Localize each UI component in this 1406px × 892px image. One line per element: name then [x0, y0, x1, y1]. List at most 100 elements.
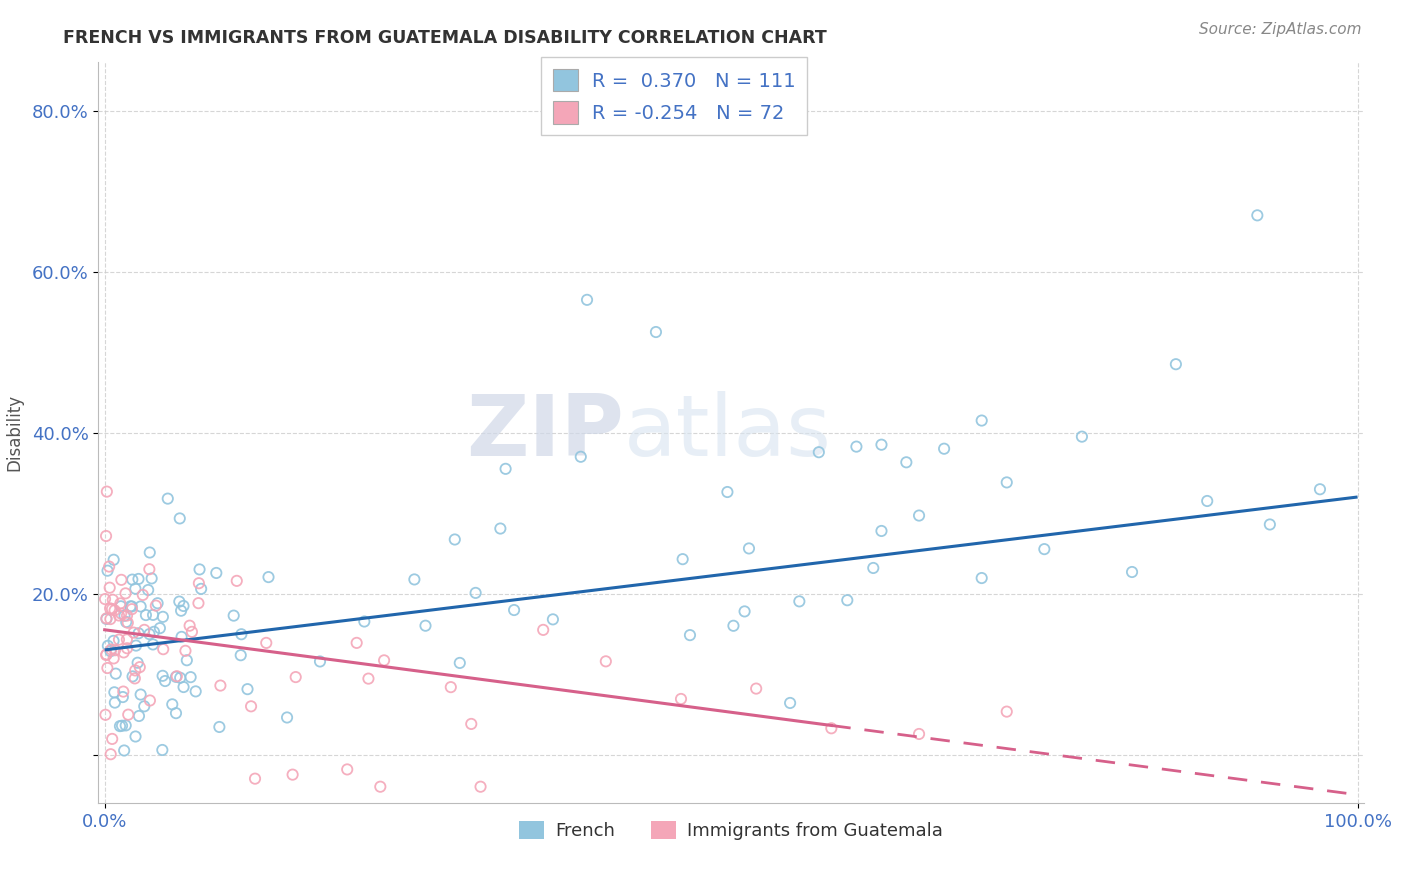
Point	[176, 653, 198, 667]
Point	[94, 648, 117, 662]
Point	[908, 727, 931, 741]
Point	[129, 599, 152, 614]
Point	[103, 633, 125, 648]
Point	[807, 445, 830, 459]
Point	[595, 654, 617, 668]
Point	[870, 524, 893, 538]
Point	[172, 599, 194, 613]
Point	[1033, 542, 1056, 557]
Point	[104, 666, 127, 681]
Point	[141, 571, 163, 585]
Point	[165, 706, 187, 720]
Point	[1309, 482, 1331, 496]
Point	[100, 747, 122, 762]
Point	[115, 632, 138, 647]
Point	[111, 719, 134, 733]
Point	[208, 720, 231, 734]
Point	[970, 413, 993, 427]
Point	[110, 599, 132, 614]
Point	[225, 574, 247, 588]
Point	[489, 522, 512, 536]
Point	[779, 696, 801, 710]
Point	[112, 743, 135, 757]
Point	[138, 562, 160, 576]
Point	[309, 655, 332, 669]
Point	[243, 772, 266, 786]
Point	[156, 491, 179, 506]
Point	[346, 636, 368, 650]
Point	[97, 639, 120, 653]
Point	[142, 637, 165, 651]
Point	[104, 643, 127, 657]
Point	[115, 608, 138, 623]
Text: ZIP: ZIP	[465, 391, 623, 475]
Point	[181, 624, 204, 639]
Point	[110, 596, 132, 610]
Point	[166, 669, 188, 683]
Y-axis label: Disability: Disability	[6, 394, 24, 471]
Point	[143, 624, 166, 639]
Point	[1258, 517, 1281, 532]
Point	[114, 718, 136, 732]
Point	[112, 684, 135, 698]
Point	[96, 661, 118, 675]
Point	[184, 684, 207, 698]
Point	[139, 545, 162, 559]
Point	[738, 541, 761, 556]
Point	[98, 612, 121, 626]
Point	[188, 562, 211, 576]
Point	[541, 612, 564, 626]
Point	[229, 648, 252, 663]
Point	[443, 533, 465, 547]
Point	[124, 582, 146, 596]
Point	[112, 645, 135, 659]
Point	[152, 610, 174, 624]
Point	[460, 717, 482, 731]
Point	[153, 673, 176, 688]
Point	[100, 644, 122, 658]
Point	[122, 625, 145, 640]
Point	[169, 511, 191, 525]
Point	[236, 682, 259, 697]
Point	[162, 698, 184, 712]
Point	[121, 599, 143, 614]
Point	[104, 696, 127, 710]
Point	[94, 592, 117, 607]
Point	[134, 623, 156, 637]
Point	[531, 623, 554, 637]
Point	[135, 608, 157, 623]
Point	[645, 325, 668, 339]
Point	[336, 763, 359, 777]
Point	[404, 573, 426, 587]
Point	[190, 582, 212, 596]
Point	[108, 632, 131, 647]
Point	[503, 603, 526, 617]
Legend: French, Immigrants from Guatemala: French, Immigrants from Guatemala	[512, 814, 950, 847]
Point	[209, 679, 232, 693]
Point	[995, 705, 1018, 719]
Point	[101, 602, 124, 616]
Point	[576, 293, 599, 307]
Point	[96, 611, 118, 625]
Point	[222, 608, 245, 623]
Point	[179, 618, 201, 632]
Point	[96, 484, 118, 499]
Point	[165, 670, 187, 684]
Point	[96, 612, 118, 626]
Point	[357, 672, 380, 686]
Point	[103, 685, 125, 699]
Point	[139, 693, 162, 707]
Point	[368, 780, 391, 794]
Point	[373, 653, 395, 667]
Point	[110, 573, 132, 587]
Point	[128, 709, 150, 723]
Point	[124, 730, 146, 744]
Point	[970, 571, 993, 585]
Point	[837, 593, 859, 607]
Point	[723, 619, 745, 633]
Point	[136, 582, 159, 597]
Text: atlas: atlas	[623, 391, 831, 475]
Point	[169, 594, 191, 608]
Point	[124, 664, 146, 678]
Point	[149, 621, 172, 635]
